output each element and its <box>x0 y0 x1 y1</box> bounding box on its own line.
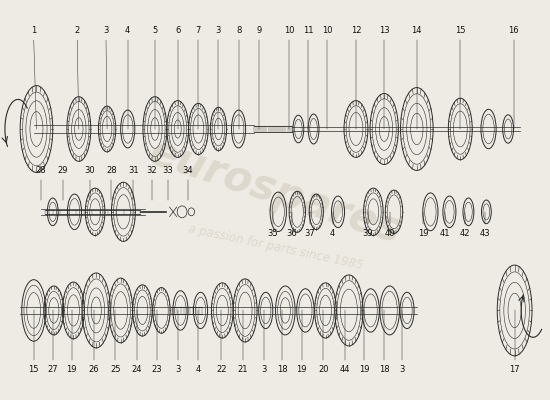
Text: 19: 19 <box>67 365 77 374</box>
Text: 2: 2 <box>75 26 80 35</box>
Text: 29: 29 <box>57 166 68 175</box>
Text: 26: 26 <box>88 365 99 374</box>
Text: 12: 12 <box>351 26 361 35</box>
Text: 30: 30 <box>84 166 95 175</box>
Text: 37: 37 <box>304 229 315 238</box>
Text: 36: 36 <box>287 229 297 238</box>
Text: 32: 32 <box>146 166 157 175</box>
Text: 6: 6 <box>175 26 180 35</box>
Text: 8: 8 <box>236 26 241 35</box>
Text: 40: 40 <box>384 229 395 238</box>
Text: 3: 3 <box>261 365 266 374</box>
Text: 7: 7 <box>196 26 201 35</box>
Text: 3: 3 <box>103 26 109 35</box>
Text: 17: 17 <box>509 365 520 374</box>
Text: 42: 42 <box>459 229 470 238</box>
Text: 4: 4 <box>330 229 335 238</box>
Text: 15: 15 <box>29 365 39 374</box>
Text: 28: 28 <box>106 166 117 175</box>
Text: 27: 27 <box>47 365 58 374</box>
Text: 24: 24 <box>132 365 142 374</box>
Text: a passion for parts since 1985: a passion for parts since 1985 <box>187 222 364 272</box>
Text: 3: 3 <box>399 365 405 374</box>
Text: 18: 18 <box>277 365 287 374</box>
Text: 14: 14 <box>411 26 422 35</box>
Text: 20: 20 <box>318 365 328 374</box>
Text: 4: 4 <box>196 365 201 374</box>
Text: 25: 25 <box>110 365 120 374</box>
Text: 3: 3 <box>216 26 221 35</box>
Text: 4: 4 <box>125 26 130 35</box>
Text: 39: 39 <box>362 229 373 238</box>
Text: 1: 1 <box>31 26 36 35</box>
Text: 44: 44 <box>340 365 350 374</box>
Text: 3: 3 <box>175 365 180 374</box>
Text: 28: 28 <box>36 166 46 175</box>
Text: 5: 5 <box>152 26 157 35</box>
Text: 35: 35 <box>267 229 278 238</box>
Text: 10: 10 <box>284 26 294 35</box>
Text: 19: 19 <box>359 365 370 374</box>
Text: 10: 10 <box>322 26 332 35</box>
Text: eurospares: eurospares <box>144 132 407 253</box>
Text: 15: 15 <box>455 26 465 35</box>
Text: 13: 13 <box>379 26 389 35</box>
Text: 34: 34 <box>182 166 193 175</box>
Text: 16: 16 <box>508 26 519 35</box>
Text: 18: 18 <box>379 365 389 374</box>
Text: 41: 41 <box>440 229 450 238</box>
Text: 31: 31 <box>128 166 139 175</box>
Text: 43: 43 <box>480 229 490 238</box>
Text: 19: 19 <box>296 365 307 374</box>
Text: 11: 11 <box>303 26 313 35</box>
Text: 33: 33 <box>163 166 173 175</box>
Text: 23: 23 <box>152 365 162 374</box>
Text: 21: 21 <box>238 365 248 374</box>
Text: 9: 9 <box>257 26 262 35</box>
Text: 22: 22 <box>216 365 227 374</box>
Text: 19: 19 <box>418 229 428 238</box>
